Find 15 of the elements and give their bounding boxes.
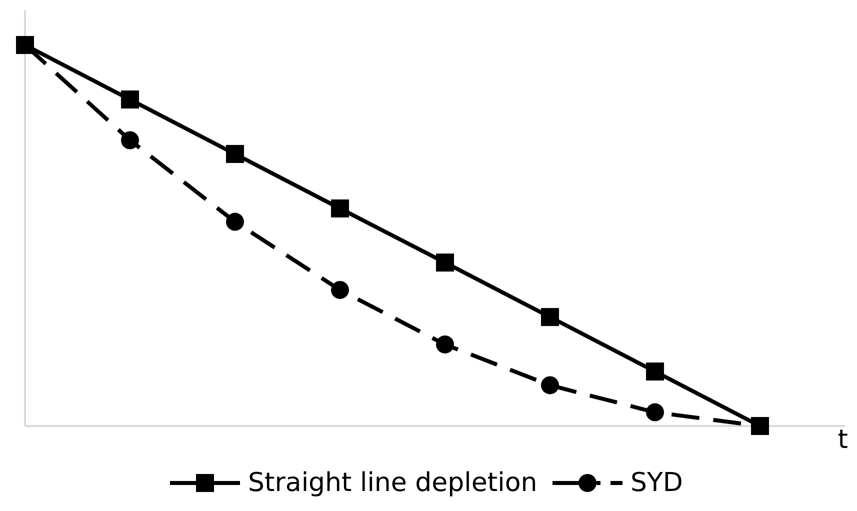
- point: [436, 254, 454, 272]
- legend-label: SYD: [630, 468, 683, 498]
- point: [436, 335, 454, 354]
- point: [331, 199, 349, 218]
- x-axis-title: t: [838, 425, 848, 455]
- point: [121, 90, 139, 108]
- point: [541, 308, 559, 326]
- point: [331, 280, 349, 299]
- point: [226, 212, 244, 231]
- legend-label: Straight line depletion: [248, 468, 538, 498]
- point: [226, 144, 244, 163]
- point: [121, 131, 139, 150]
- point: [541, 376, 559, 394]
- point: [646, 403, 664, 422]
- point: [646, 362, 664, 381]
